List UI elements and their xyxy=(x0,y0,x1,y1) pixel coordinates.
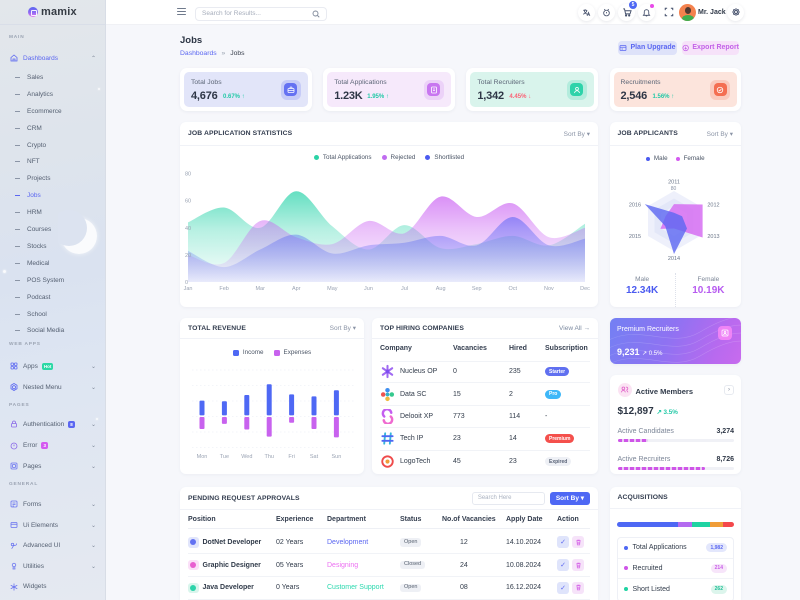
svg-text:0: 0 xyxy=(185,280,188,286)
svg-text:Jan: Jan xyxy=(184,286,193,292)
svg-text:Apr: Apr xyxy=(292,286,301,292)
svg-text:Thu: Thu xyxy=(264,454,273,460)
svg-text:20: 20 xyxy=(185,253,191,259)
svg-text:2011: 2011 xyxy=(668,180,680,186)
svg-text:Tue: Tue xyxy=(220,454,229,460)
svg-text:Mon: Mon xyxy=(197,454,208,460)
svg-text:2012: 2012 xyxy=(707,203,719,209)
svg-text:Wed: Wed xyxy=(241,454,252,460)
svg-text:80: 80 xyxy=(670,186,676,192)
svg-text:2015: 2015 xyxy=(628,234,640,240)
svg-text:Dec: Dec xyxy=(580,286,590,292)
svg-text:May: May xyxy=(327,286,338,292)
svg-text:40: 40 xyxy=(185,226,191,232)
svg-text:Fri: Fri xyxy=(288,454,294,460)
svg-text:2014: 2014 xyxy=(667,256,679,262)
svg-text:60: 60 xyxy=(185,199,191,205)
svg-text:Sun: Sun xyxy=(332,454,342,460)
svg-text:Jun: Jun xyxy=(364,286,373,292)
svg-text:2016: 2016 xyxy=(628,203,640,209)
svg-text:Nov: Nov xyxy=(544,286,554,292)
svg-text:80: 80 xyxy=(185,172,191,178)
svg-text:Oct: Oct xyxy=(509,286,518,292)
svg-text:Aug: Aug xyxy=(436,286,446,292)
svg-text:Feb: Feb xyxy=(219,286,228,292)
svg-text:2013: 2013 xyxy=(707,234,719,240)
svg-text:Mar: Mar xyxy=(255,286,265,292)
svg-text:Sat: Sat xyxy=(310,454,319,460)
svg-text:Jul: Jul xyxy=(401,286,408,292)
svg-text:Sep: Sep xyxy=(472,286,482,292)
